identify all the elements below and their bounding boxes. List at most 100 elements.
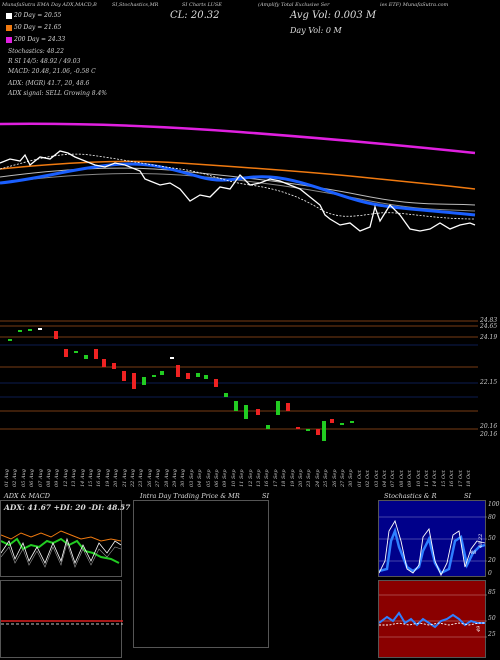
candle — [256, 409, 260, 415]
date-label: 03 Sep — [188, 469, 195, 487]
close-price: CL: 20.32 — [170, 10, 220, 21]
candle — [244, 405, 248, 419]
header-title-1: MunafaSutra EMA Day ADX,MACD,B — [2, 2, 97, 8]
date-label: 28 Aug — [163, 469, 170, 487]
rsi-panel — [378, 580, 487, 658]
adx-lines — [1, 530, 122, 568]
stoch-axis-label: 100 — [488, 501, 500, 508]
date-label: 19 Aug — [104, 469, 111, 487]
candle — [316, 429, 320, 435]
date-label: 11 Oct — [424, 470, 430, 487]
date-label: 08 Aug — [46, 469, 52, 487]
candle — [18, 330, 22, 332]
candle — [112, 363, 116, 369]
candle — [276, 401, 280, 415]
candle — [170, 357, 174, 359]
date-label: 14 Oct — [432, 470, 439, 487]
intraday-panel-si: SI — [262, 492, 270, 500]
candle — [234, 401, 238, 411]
candle — [38, 328, 42, 330]
date-label: 13 Sep — [256, 469, 262, 487]
candle — [132, 373, 136, 389]
date-label: 07 Aug — [37, 469, 44, 487]
price-axis-label: 24.19 — [480, 334, 498, 341]
date-label: 16 Aug — [96, 469, 103, 487]
header-title-4: (Amplify Total Exclusive Ser — [258, 2, 330, 8]
date-label: 16 Sep — [264, 469, 271, 487]
date-label: 09 Sep — [222, 469, 229, 487]
date-label: 26 Sep — [331, 469, 338, 487]
candle — [122, 371, 126, 381]
candle — [322, 421, 326, 441]
ema-chart — [0, 122, 476, 232]
date-label: 01 Aug — [4, 469, 10, 487]
date-label: 04 Sep — [197, 469, 204, 487]
date-label: 22 Aug — [130, 469, 136, 487]
candle — [94, 349, 98, 359]
date-label: 30 Sep — [348, 469, 355, 487]
price-axis-label: 24.83 — [480, 317, 498, 324]
candle — [176, 365, 180, 377]
candle — [296, 427, 300, 429]
date-label: 20 Sep — [298, 469, 304, 487]
legend-label: 50 Day = 21.65 — [14, 24, 62, 31]
date-label: 19 Sep — [289, 469, 296, 487]
candle — [64, 349, 68, 357]
date-label: 02 Aug — [12, 469, 19, 487]
date-label: 16 Oct — [449, 470, 456, 487]
stoch-lines — [379, 516, 487, 577]
candle — [340, 423, 344, 425]
stoch-panel-title: Stochastics & R — [384, 492, 437, 500]
stoch-axis-label: 50 — [488, 535, 496, 542]
date-label: 18 Oct — [466, 470, 472, 487]
date-label: 03 Oct — [373, 470, 380, 487]
date-label: 25 Sep — [323, 469, 330, 487]
stoch-value-label: 48.22 — [478, 533, 484, 548]
date-label: 17 Sep — [272, 469, 279, 487]
date-label: 06 Aug — [29, 469, 36, 487]
rsi-axis-label: 50 — [488, 615, 496, 622]
date-label: 24 Sep — [314, 469, 321, 487]
stoch-axis-label: 20 — [488, 557, 496, 564]
date-label: 08 Oct — [398, 470, 405, 487]
legend-swatch — [6, 24, 12, 31]
candle — [204, 375, 208, 379]
ema-blue-line — [0, 162, 476, 217]
date-label: 20 Aug — [113, 469, 120, 487]
date-label: 12 Sep — [247, 469, 254, 487]
price-axis-label: 20.16 — [480, 431, 498, 438]
date-label: 09 Oct — [407, 470, 414, 487]
legend-swatch — [6, 12, 12, 19]
adx-value: ADX: (MGR) 41.7, 20, 48.6 — [8, 80, 90, 87]
date-label: 07 Oct — [390, 470, 397, 487]
date-label: 02 Oct — [365, 470, 372, 487]
intraday-panel-title: Intra Day Trading Price & MR — [140, 492, 240, 500]
intraday-panel — [133, 500, 269, 648]
stochastics-value: Stochastics: 48.22 — [8, 48, 64, 55]
candle — [74, 351, 78, 353]
date-label: 13 Aug — [71, 469, 78, 487]
date-label: 06 Sep — [214, 469, 220, 487]
macd-value: MACD: 20.48, 21.06, -0.58 C — [8, 68, 96, 75]
legend-label: 20 Day = 20.55 — [14, 12, 62, 19]
date-label: 05 Aug — [20, 469, 27, 487]
candle — [54, 331, 58, 339]
price-axis-label: 20.16 — [480, 423, 498, 430]
legend-ema50: 50 Day = 21.65 — [6, 24, 61, 31]
date-label: 01 Oct — [356, 470, 363, 487]
price-axis-label: 22.15 — [480, 379, 498, 386]
stoch-axis-label: 0 — [488, 570, 492, 577]
candle — [224, 393, 228, 397]
adx-signal: ADX signal: SELL Growing 8.4% — [8, 90, 107, 97]
date-label: 27 Sep — [340, 469, 346, 487]
candle — [84, 355, 88, 359]
date-label: 10 Oct — [415, 470, 422, 487]
candle — [214, 379, 218, 387]
date-label: 12 Aug — [62, 469, 69, 487]
date-label: 23 Aug — [138, 469, 145, 487]
legend-swatch — [6, 36, 12, 43]
candle — [286, 403, 290, 411]
candle — [160, 371, 164, 375]
band-upper — [0, 167, 476, 206]
rsi-value: R SI 14/5: 48.92 / 49.03 — [8, 58, 81, 65]
